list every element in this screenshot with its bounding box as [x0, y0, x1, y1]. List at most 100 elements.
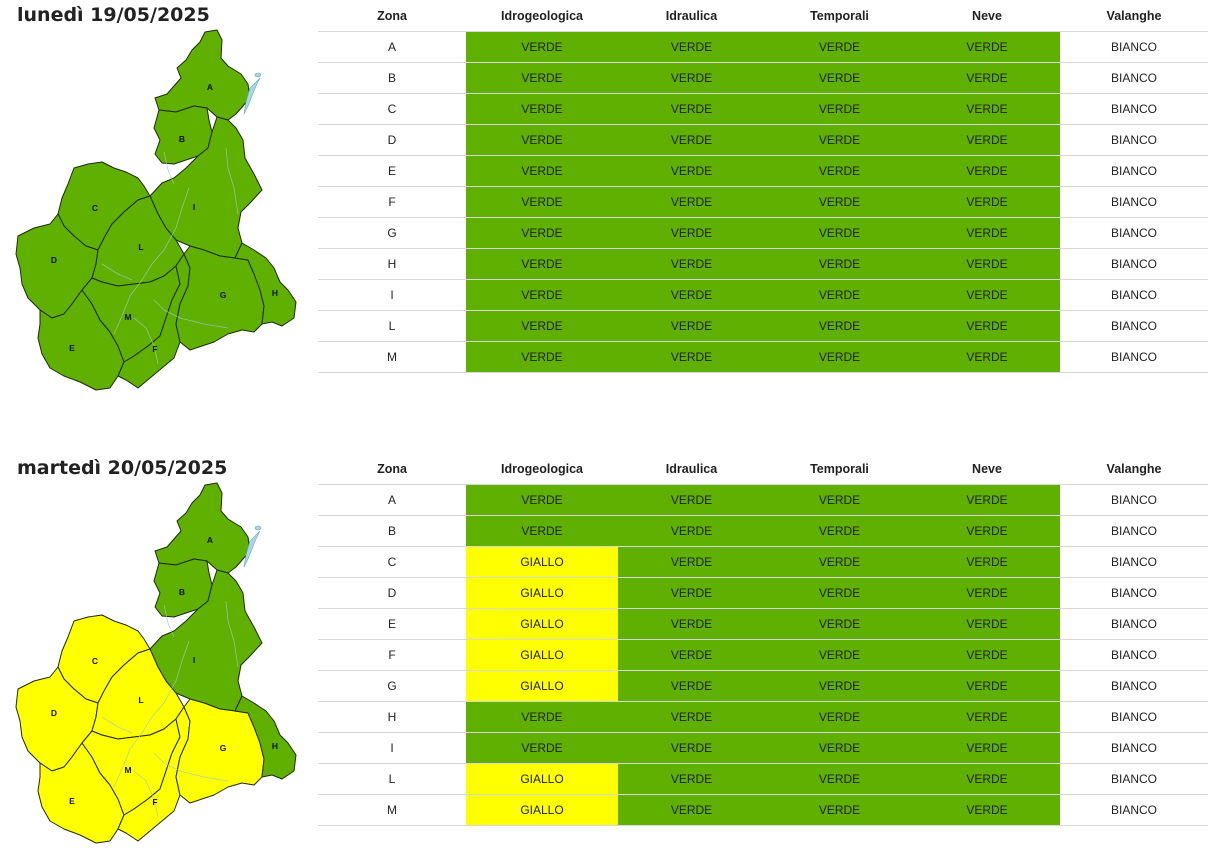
level-cell-idraulica: VERDE: [618, 31, 765, 63]
zone-cell: A: [318, 31, 466, 63]
level-cell-temporali: VERDE: [765, 341, 914, 373]
level-cell-neve: VERDE: [914, 639, 1060, 671]
river-line: [163, 151, 175, 185]
map-zone-label: A: [207, 535, 213, 545]
level-cell-neve: VERDE: [914, 701, 1060, 733]
level-cell-neve: VERDE: [914, 62, 1060, 94]
level-cell-temporali: VERDE: [765, 794, 914, 826]
level-cell-idrogeologica: GIALLO: [466, 546, 618, 578]
table-row: M VERDE VERDE VERDE VERDE BIANCO: [318, 341, 1208, 373]
level-cell-idrogeologica: VERDE: [466, 93, 618, 125]
zone-cell: F: [318, 186, 466, 218]
lake-shape: [243, 77, 261, 115]
level-cell-temporali: VERDE: [765, 639, 914, 671]
table-header-row: Zona Idrogeologica Idraulica Temporali Neve V…: [318, 0, 1208, 32]
table-row: L GIALLO VERDE VERDE VERDE BIANCO: [318, 763, 1208, 795]
level-cell-idraulica: VERDE: [618, 186, 765, 218]
map-zone-label: B: [179, 587, 185, 597]
table-row: H VERDE VERDE VERDE VERDE BIANCO: [318, 701, 1208, 733]
map-zone-label: G: [220, 743, 227, 753]
zone-cell: A: [318, 484, 466, 516]
level-cell-valanghe: BIANCO: [1060, 639, 1208, 671]
map-zone-label: L: [138, 695, 143, 705]
river-line: [113, 187, 190, 335]
table-row: B VERDE VERDE VERDE VERDE BIANCO: [318, 62, 1208, 94]
level-cell-valanghe: BIANCO: [1060, 670, 1208, 702]
level-cell-valanghe: BIANCO: [1060, 310, 1208, 342]
table-row: I VERDE VERDE VERDE VERDE BIANCO: [318, 279, 1208, 311]
map-zone-label: A: [207, 82, 213, 92]
level-cell-valanghe: BIANCO: [1060, 62, 1208, 94]
level-cell-idrogeologica: GIALLO: [466, 794, 618, 826]
level-cell-temporali: VERDE: [765, 93, 914, 125]
level-cell-idraulica: VERDE: [618, 341, 765, 373]
map-zone-label: M: [124, 312, 131, 322]
level-cell-temporali: VERDE: [765, 186, 914, 218]
column-header-idrogeologica: Idrogeologica: [466, 453, 618, 485]
level-cell-idrogeologica: VERDE: [466, 701, 618, 733]
level-cell-valanghe: BIANCO: [1060, 155, 1208, 187]
level-cell-neve: VERDE: [914, 484, 1060, 516]
column-header-temporali: Temporali: [765, 0, 914, 32]
map-zone-label: E: [69, 343, 75, 353]
level-cell-idrogeologica: GIALLO: [466, 670, 618, 702]
map-zone-label: E: [69, 796, 75, 806]
table-row: D VERDE VERDE VERDE VERDE BIANCO: [318, 124, 1208, 156]
table-row: E VERDE VERDE VERDE VERDE BIANCO: [318, 155, 1208, 187]
river-line: [153, 299, 229, 329]
level-cell-valanghe: BIANCO: [1060, 577, 1208, 609]
map-zone-a: [154, 482, 251, 574]
zone-map: A B C D E F G H I L M: [14, 481, 306, 859]
table-row: C GIALLO VERDE VERDE VERDE BIANCO: [318, 546, 1208, 578]
piemonte-map: A B C D E F G H I L M: [15, 29, 297, 391]
level-cell-temporali: VERDE: [765, 217, 914, 249]
level-cell-idrogeologica: VERDE: [466, 62, 618, 94]
level-cell-valanghe: BIANCO: [1060, 546, 1208, 578]
map-zone-g: [175, 698, 265, 804]
river-line: [225, 600, 239, 668]
map-zone-label: H: [272, 741, 278, 751]
level-cell-temporali: VERDE: [765, 701, 914, 733]
level-cell-temporali: VERDE: [765, 484, 914, 516]
table-row: M GIALLO VERDE VERDE VERDE BIANCO: [318, 794, 1208, 826]
level-cell-idrogeologica: GIALLO: [466, 763, 618, 795]
level-cell-idrogeologica: VERDE: [466, 186, 618, 218]
level-cell-idrogeologica: GIALLO: [466, 639, 618, 671]
level-cell-temporali: VERDE: [765, 155, 914, 187]
level-cell-idrogeologica: VERDE: [466, 248, 618, 280]
level-cell-idrogeologica: GIALLO: [466, 577, 618, 609]
level-cell-idrogeologica: GIALLO: [466, 608, 618, 640]
zone-cell: B: [318, 515, 466, 547]
piemonte-map: A B C D E F G H I L M: [15, 482, 297, 844]
map-zone-label: H: [272, 288, 278, 298]
level-cell-idraulica: VERDE: [618, 732, 765, 764]
zone-cell: L: [318, 310, 466, 342]
level-cell-temporali: VERDE: [765, 577, 914, 609]
level-cell-valanghe: BIANCO: [1060, 217, 1208, 249]
level-cell-valanghe: BIANCO: [1060, 93, 1208, 125]
column-header-neve: Neve: [914, 0, 1060, 32]
day-title: martedì 20/05/2025: [17, 457, 228, 479]
table-row: L VERDE VERDE VERDE VERDE BIANCO: [318, 310, 1208, 342]
map-zone-label: B: [179, 134, 185, 144]
level-cell-idraulica: VERDE: [618, 794, 765, 826]
level-cell-neve: VERDE: [914, 310, 1060, 342]
zone-cell: D: [318, 124, 466, 156]
table-row: G VERDE VERDE VERDE VERDE BIANCO: [318, 217, 1208, 249]
table-row: D GIALLO VERDE VERDE VERDE BIANCO: [318, 577, 1208, 609]
level-cell-idraulica: VERDE: [618, 279, 765, 311]
level-cell-valanghe: BIANCO: [1060, 732, 1208, 764]
level-cell-temporali: VERDE: [765, 62, 914, 94]
column-header-neve: Neve: [914, 453, 1060, 485]
zone-cell: I: [318, 279, 466, 311]
level-cell-idraulica: VERDE: [618, 62, 765, 94]
day-title: lunedì 19/05/2025: [17, 4, 210, 26]
table-row: E GIALLO VERDE VERDE VERDE BIANCO: [318, 608, 1208, 640]
level-cell-valanghe: BIANCO: [1060, 608, 1208, 640]
level-cell-idraulica: VERDE: [618, 608, 765, 640]
level-cell-neve: VERDE: [914, 670, 1060, 702]
zone-cell: B: [318, 62, 466, 94]
river-line: [225, 147, 239, 215]
table-row: B VERDE VERDE VERDE VERDE BIANCO: [318, 515, 1208, 547]
